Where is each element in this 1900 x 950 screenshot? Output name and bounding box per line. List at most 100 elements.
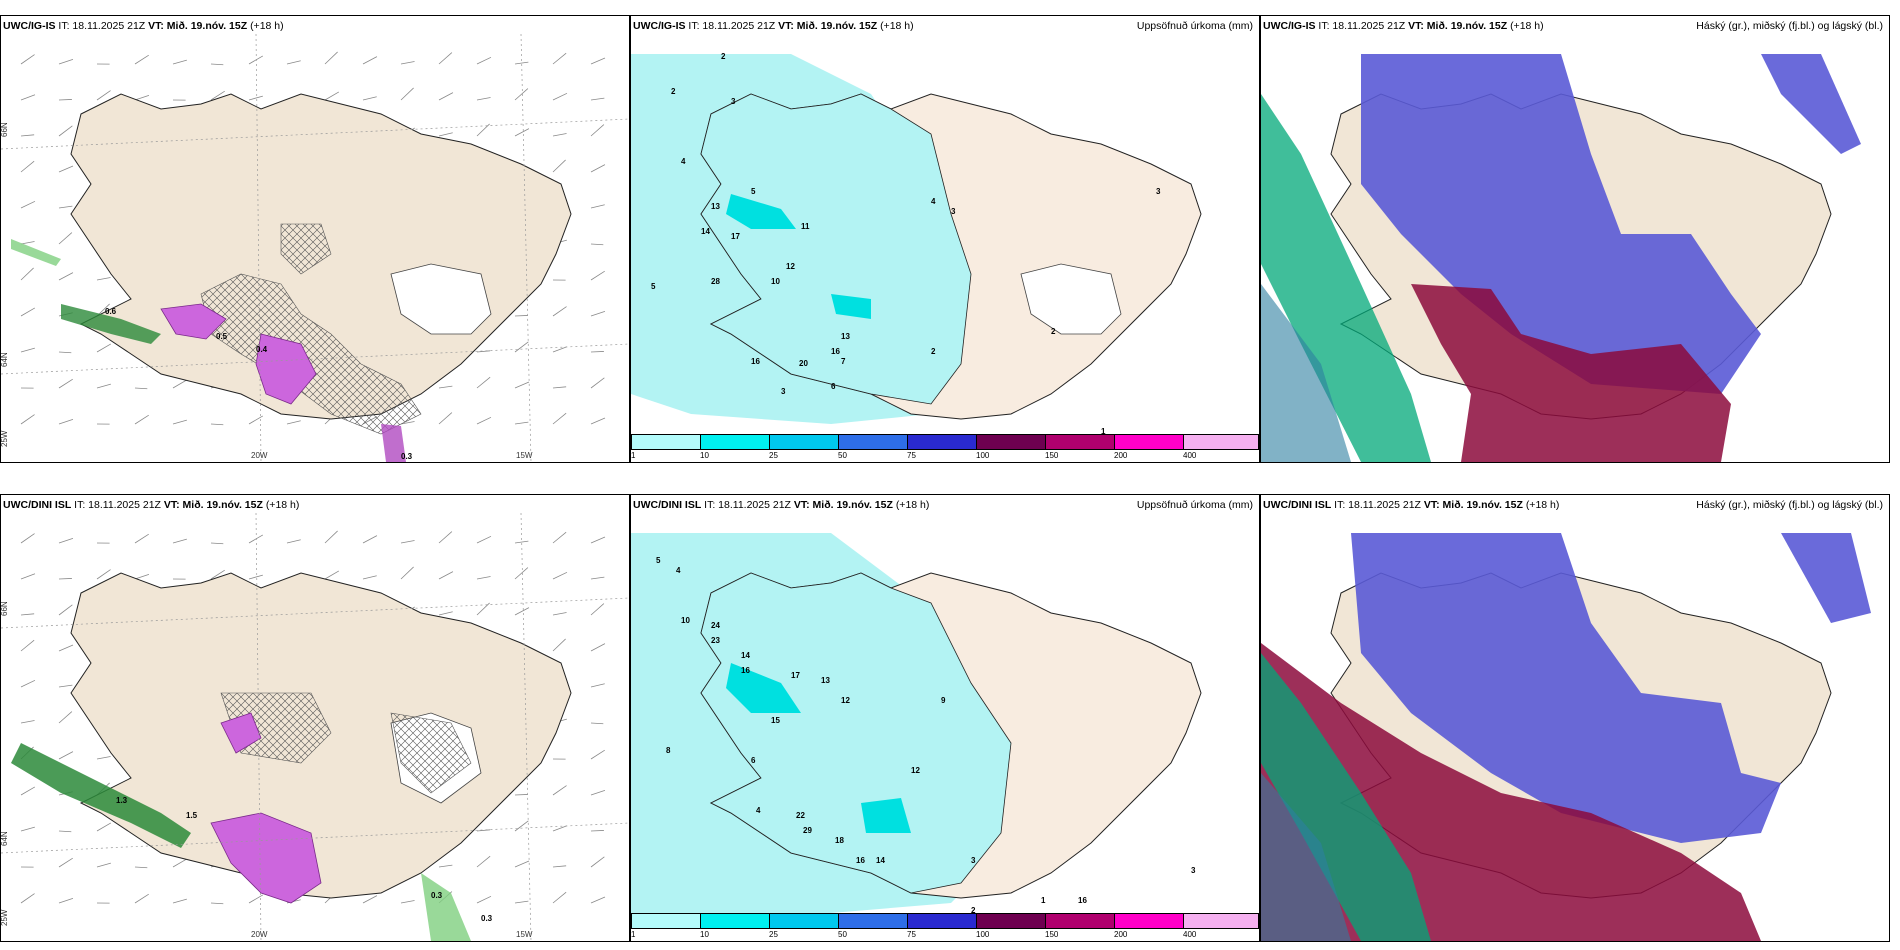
wind-barb: [438, 52, 453, 65]
precip-value: 2: [671, 87, 676, 96]
lead-time: (+18 h): [265, 499, 300, 511]
high-cloud-area: [1351, 533, 1781, 843]
wind-map[interactable]: 0.6 0.4 0.5 0.3 66N 64N 20W 15W 25W: [1, 34, 629, 462]
cloud-panel-bottom[interactable]: UWC/DINI ISL IT: 18.11.2025 21Z VT: Mið.…: [1260, 494, 1890, 942]
magenta-precip: [255, 333, 317, 405]
precip-map[interactable]: 2 2 3 4 5 13 14 17 28 11 12 10 5 4 3 13 16 20 16 7 6 3 2 2 1 3: [631, 34, 1259, 462]
wind-barb: [552, 306, 567, 317]
colorbar-tick: 25: [769, 451, 778, 460]
precip-map[interactable]: 5 4 10 24 23 14 16 17 15 13 12 9 8 6 4 22 29 18 16 14 12 3 2 16…: [631, 513, 1259, 941]
graticule: [1, 513, 629, 941]
colorbar-tick: 75: [907, 930, 916, 939]
colorbar-swatch: [907, 913, 977, 929]
colorbar-tick: 200: [1114, 930, 1128, 939]
snow-patch: [390, 263, 492, 335]
cloud-panel-top[interactable]: UWC/IG-IS IT: 18.11.2025 21Z VT: Mið. 19…: [1260, 15, 1890, 463]
wind-barb: [96, 569, 111, 580]
wind-barb: [286, 60, 301, 65]
panel-header: UWC/DINI ISL IT: 18.11.2025 21Z VT: Mið.…: [3, 497, 627, 513]
colorbar-tick: 50: [838, 930, 847, 939]
precip-panel-top[interactable]: UWC/IG-IS IT: 18.11.2025 21Z VT: Mið. 19…: [630, 15, 1260, 463]
precip-value: 5: [751, 187, 756, 196]
wind-barb: [20, 720, 35, 724]
precip-value: 13: [711, 202, 720, 211]
colorbar-swatch: [700, 913, 770, 929]
colorbar-tick: 400: [1183, 451, 1197, 460]
wind-panel-top[interactable]: UWC/IG-IS IT: 18.11.2025 21Z VT: Mið. 19…: [0, 15, 630, 463]
precip-value: 3: [951, 207, 956, 216]
wind-barb: [134, 414, 149, 425]
low-cloud-band: [1261, 653, 1431, 941]
wind-barb: [248, 415, 264, 425]
lat-label: 66N: [1, 122, 9, 137]
precip-light-area: [700, 572, 1012, 894]
wind-barb: [514, 860, 530, 868]
precip-value: 12: [786, 262, 795, 271]
wind-barb: [58, 684, 73, 688]
wind-barb: [438, 531, 453, 544]
precip-value: 24: [711, 621, 720, 630]
wind-barb: [514, 567, 529, 580]
precip-value: 0.3: [481, 914, 493, 923]
wind-barb: [58, 751, 74, 760]
wind-barb: [552, 52, 567, 65]
wind-barb: [172, 858, 188, 868]
wind-barb: [20, 54, 35, 65]
wind-barb: [438, 412, 453, 425]
colorbar-swatch: [976, 434, 1046, 450]
wind-barb: [324, 530, 338, 544]
wind-barb: [20, 160, 35, 173]
valid-time: VT: Mið. 19.nóv. 15Z: [163, 499, 263, 511]
wind-barb: [590, 377, 605, 389]
precip-value: 0.3: [401, 452, 413, 461]
precip-panel-bottom[interactable]: UWC/DINI ISL IT: 18.11.2025 21Z VT: Mið.…: [630, 494, 1260, 942]
magenta-precip: [160, 303, 227, 340]
wind-barb: [20, 786, 36, 796]
green-precip-band: [11, 239, 61, 266]
lead-time: (+18 h): [250, 20, 284, 32]
wind-barb: [58, 205, 73, 209]
wind-barb: [590, 204, 605, 209]
precip-value: 11: [801, 222, 810, 231]
wind-barb: [552, 133, 567, 137]
wind-barb: [324, 570, 340, 580]
lon-label: 25W: [1, 430, 9, 447]
colorbar-tick: 100: [976, 451, 990, 460]
panel-header: UWC/IG-IS IT: 18.11.2025 21Z VT: Mið. 19…: [633, 18, 1257, 34]
wind-barb: [476, 895, 492, 904]
precip-value: 5: [651, 282, 656, 291]
precip-value: 0.3: [431, 891, 443, 900]
wind-barb: [438, 864, 453, 868]
low-cloud-area: [1261, 284, 1351, 462]
wind-barb: [514, 315, 528, 317]
green-precip-band: [61, 304, 161, 344]
wind-barb: [324, 51, 338, 65]
wind-barb: [134, 54, 149, 65]
model-name: UWC/DINI ISL: [1263, 499, 1332, 511]
cloud-map[interactable]: [1261, 513, 1889, 941]
wind-barb: [476, 97, 491, 101]
precip-moderate: [726, 663, 801, 713]
precip-value: 14: [701, 227, 710, 236]
cloud-map[interactable]: [1261, 34, 1889, 462]
wind-barb: [96, 862, 111, 868]
wind-barb: [20, 200, 36, 209]
precip-value: 7: [841, 357, 846, 366]
wind-panel-bottom[interactable]: UWC/DINI ISL IT: 18.11.2025 21Z VT: Mið.…: [0, 494, 630, 942]
wind-barb: [400, 421, 415, 425]
wind-barb: [58, 165, 74, 173]
wind-barb: [476, 56, 492, 65]
wind-barb: [552, 412, 567, 425]
precip-value: 10: [681, 616, 690, 625]
precip-value: 3: [731, 97, 736, 106]
wind-map[interactable]: 1.3 1.5 0.3 0.3 66N 64N 20W 15W 25W: [1, 513, 629, 941]
wind-barb: [514, 794, 528, 796]
precip-value: 16: [856, 856, 865, 865]
wind-barb: [552, 638, 566, 652]
precip-value: 16: [751, 357, 760, 366]
wind-barb: [590, 749, 605, 760]
wind-barb: [20, 94, 36, 101]
wind-barb: [514, 88, 529, 101]
low-cloud-area: [1261, 773, 1351, 941]
